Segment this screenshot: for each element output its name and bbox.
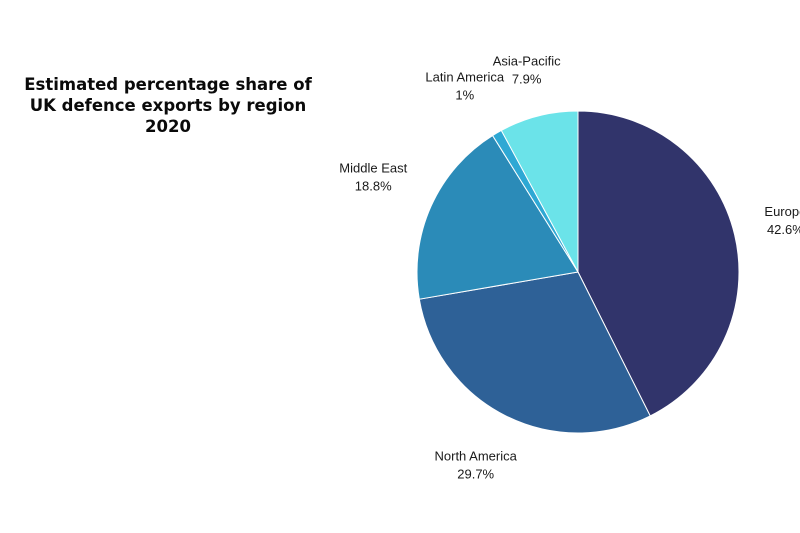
slice-label-group: Middle East 18.8%: [339, 161, 407, 194]
chart-title-line: UK defence exports by region: [29, 96, 307, 115]
slice-category-label: Latin America: [425, 69, 505, 84]
pie-slice-north-america: [418, 271, 651, 434]
slice-value-label: 29.7%: [457, 467, 494, 482]
slice-value-label: 7.9%: [512, 71, 542, 86]
slice-category-label: Europe: [764, 204, 800, 219]
pie-slice-middle-east: [416, 134, 579, 300]
slice-label-group: Latin America 1%: [425, 69, 505, 102]
slice-value-label: 1%: [455, 87, 474, 102]
chart-title-line: 2020: [145, 117, 191, 136]
slice-label-group: Europe 42.6%: [764, 204, 800, 237]
chart-title-line: Estimated percentage share of: [24, 75, 312, 94]
pie-labels: Europe 42.6% North America 29.7% Middle East…: [339, 53, 800, 481]
slice-category-label: Middle East: [339, 161, 407, 176]
slice-category-label: Asia-Pacific: [493, 53, 561, 68]
slice-value-label: 42.6%: [767, 222, 800, 237]
slice-value-label: 18.8%: [355, 179, 392, 194]
pie-slice-asia-pacific: [500, 110, 579, 273]
pie-slice-europe: [577, 110, 740, 417]
slice-category-label: North America: [435, 449, 518, 464]
chart-title: Estimated percentage share of UK defence…: [18, 74, 318, 137]
slice-label-group: North America 29.7%: [435, 449, 518, 482]
pie-slices: [416, 110, 740, 434]
slice-label-group: Asia-Pacific 7.9%: [493, 53, 561, 86]
